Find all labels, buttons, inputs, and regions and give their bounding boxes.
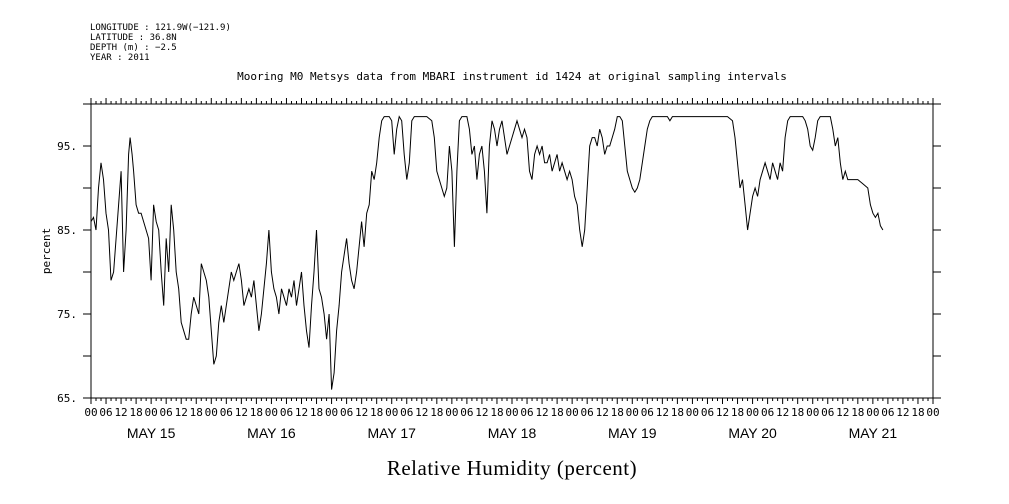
x-tick-label: 00 — [445, 406, 458, 419]
humidity-series-line — [90, 115, 884, 390]
x-tick-label: 06 — [160, 406, 173, 419]
x-tick-label: 06 — [641, 406, 654, 419]
day-label: MAY 19 — [608, 425, 657, 441]
chart-title: Mooring M0 Metsys data from MBARI instru… — [237, 70, 787, 83]
header-depth: DEPTH (m) : −2.5 — [90, 43, 177, 53]
x-tick-label: 18 — [190, 406, 203, 419]
x-tick-label: 12 — [896, 406, 909, 419]
x-tick-label: 12 — [656, 406, 669, 419]
x-tick-label: 12 — [415, 406, 428, 419]
x-tick-label: 06 — [581, 406, 594, 419]
x-axis-title: Relative Humidity (percent) — [387, 456, 637, 480]
x-tick-label: 06 — [520, 406, 533, 419]
x-tick-label: 06 — [280, 406, 293, 419]
plot-frame — [90, 103, 934, 399]
x-tick-label: 12 — [836, 406, 849, 419]
x-tick-label: 18 — [611, 406, 624, 419]
x-tick-label: 12 — [355, 406, 368, 419]
x-tick-label: 18 — [490, 406, 503, 419]
x-tick-label: 00 — [746, 406, 759, 419]
x-tick-label: 18 — [911, 406, 924, 419]
axis-labels: 00 06 12 18 00 06 12 18 00 06 12 18 00 06 12 18 00 06 12 18… — [57, 140, 940, 441]
x-tick-label: 06 — [821, 406, 834, 419]
x-tick-label: 12 — [295, 406, 308, 419]
header-longitude: LONGITUDE : 121.9W(−121.9) — [90, 23, 231, 33]
x-tick-label: 06 — [761, 406, 774, 419]
x-tick-label: 12 — [535, 406, 548, 419]
x-tick-label: 00 — [806, 406, 819, 419]
x-tick-label: 00 — [265, 406, 278, 419]
day-label: MAY 21 — [849, 425, 898, 441]
x-tick-label: 18 — [671, 406, 684, 419]
y-tick-label: 75. — [57, 308, 77, 321]
x-tick-label: 00 — [205, 406, 218, 419]
y-tick-label: 65. — [57, 392, 77, 405]
x-tick-label: 18 — [250, 406, 263, 419]
day-label: MAY 15 — [127, 425, 176, 441]
day-label: MAY 20 — [728, 425, 777, 441]
x-tick-label: 00 — [84, 406, 97, 419]
x-tick-label: 18 — [370, 406, 383, 419]
x-tick-label: 06 — [220, 406, 233, 419]
x-tick-label: 18 — [430, 406, 443, 419]
x-tick-label: 06 — [460, 406, 473, 419]
day-label: MAY 16 — [247, 425, 296, 441]
x-tick-label: 00 — [686, 406, 699, 419]
x-tick-label: 12 — [235, 406, 248, 419]
x-tick-label: 00 — [626, 406, 639, 419]
header-latitude: LATITUDE : 36.8N — [90, 33, 177, 43]
x-tick-label: 06 — [99, 406, 112, 419]
x-tick-label: 06 — [400, 406, 413, 419]
x-tick-label: 00 — [866, 406, 879, 419]
header-info: LONGITUDE : 121.9W(−121.9) LATITUDE : 36… — [90, 23, 231, 63]
day-label: MAY 17 — [367, 425, 416, 441]
x-tick-label: 18 — [310, 406, 323, 419]
x-tick-label: 00 — [385, 406, 398, 419]
x-tick-label: 12 — [596, 406, 609, 419]
x-tick-label: 18 — [550, 406, 563, 419]
axis-ticks — [83, 98, 941, 404]
y-axis-label: percent — [40, 228, 53, 274]
header-year: YEAR : 2011 — [90, 53, 150, 63]
x-tick-label: 00 — [505, 406, 518, 419]
x-tick-label: 06 — [881, 406, 894, 419]
y-tick-label: 85. — [57, 224, 77, 237]
x-tick-label: 00 — [145, 406, 158, 419]
x-tick-label: 06 — [701, 406, 714, 419]
x-tick-label: 00 — [926, 406, 939, 419]
x-tick-label: 18 — [731, 406, 744, 419]
x-tick-label: 00 — [566, 406, 579, 419]
x-tick-label: 12 — [475, 406, 488, 419]
day-label: MAY 18 — [488, 425, 537, 441]
y-tick-label: 95. — [57, 140, 77, 153]
x-tick-label: 12 — [776, 406, 789, 419]
x-tick-label: 06 — [340, 406, 353, 419]
x-tick-label: 18 — [851, 406, 864, 419]
x-tick-label: 12 — [175, 406, 188, 419]
x-tick-label: 12 — [716, 406, 729, 419]
x-tick-label: 00 — [325, 406, 338, 419]
x-tick-label: 12 — [114, 406, 127, 419]
x-tick-label: 18 — [129, 406, 142, 419]
x-tick-label: 18 — [791, 406, 804, 419]
